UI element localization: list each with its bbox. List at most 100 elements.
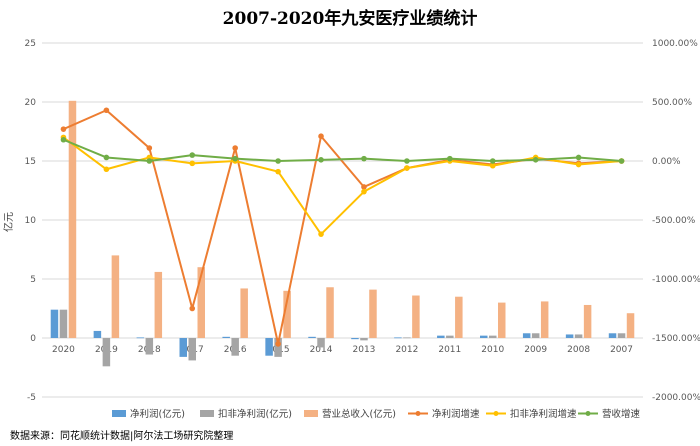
bar: [626, 313, 635, 338]
series-line: [63, 109, 622, 345]
y2-tick-label: -500.00%: [652, 216, 696, 226]
legend-swatch: [304, 410, 318, 417]
legend-swatch: [200, 410, 214, 417]
series-point: [275, 158, 281, 164]
y-tick-label: 15: [25, 157, 36, 167]
series-point: [361, 188, 367, 195]
bar: [93, 330, 102, 338]
series-point: [275, 341, 281, 347]
x-tick-label: 2009: [524, 345, 547, 355]
bar: [240, 288, 248, 338]
line-series: [60, 107, 625, 347]
bar: [540, 301, 549, 338]
bar: [326, 287, 334, 338]
y-axis-ticks: -5 0 5 10 15 20 25: [25, 39, 37, 403]
series-point: [404, 165, 410, 171]
y2-axis-ticks: -2000.00% -1500.00% -1000.00% -500.00% 0.00%…: [652, 39, 700, 403]
series-point: [275, 168, 281, 175]
bar: [498, 302, 506, 338]
bar: [222, 336, 230, 338]
y2-tick-label: 0.00%: [652, 157, 681, 167]
y-axis-label: 亿元: [2, 212, 15, 232]
series-line: [62, 136, 622, 236]
legend-label: 扣非净利润增速: [510, 408, 577, 420]
bar: [145, 338, 154, 355]
gridlines: [42, 42, 643, 398]
y-tick-label: 0: [30, 334, 36, 344]
series-point: [60, 126, 67, 132]
legend-marker: [585, 411, 591, 416]
bar: [59, 309, 68, 338]
bar: [274, 338, 282, 357]
x-tick-label: 2020: [52, 345, 75, 355]
y2-tick-label: 1000.00%: [652, 39, 698, 49]
y2-tick-label: -2000.00%: [652, 393, 700, 403]
bar: [154, 271, 163, 338]
series-point: [189, 160, 196, 167]
bar: [583, 304, 592, 338]
bar: [111, 255, 120, 338]
x-tick-label: 2008: [567, 345, 590, 355]
y-tick-label: -5: [27, 393, 36, 403]
x-tick-label: 2007: [610, 345, 633, 355]
bar: [437, 335, 445, 338]
bar: [522, 333, 531, 338]
series-point: [232, 145, 238, 151]
series-point: [189, 305, 196, 312]
series-point: [103, 154, 110, 161]
bar: [283, 290, 291, 338]
bar: [480, 335, 488, 338]
legend: 净利润(亿元) 扣非净利润(亿元) 营业总收入(亿元) 净利润增速 扣非净利润增速 营收增…: [112, 408, 641, 420]
bar: [455, 296, 463, 338]
bar: [369, 289, 377, 338]
bar: [617, 333, 626, 338]
legend-marker: [493, 411, 499, 416]
bar: [412, 295, 420, 338]
series-point: [60, 136, 67, 143]
bar: [231, 338, 239, 356]
series-point: [103, 166, 110, 173]
source-note: 数据来源：同花顺统计数据|阿尔法工场研究院整理: [10, 429, 233, 442]
series-point: [489, 158, 496, 164]
bar: [102, 338, 111, 367]
series-point: [146, 158, 153, 164]
bar: [308, 336, 316, 338]
legend-label: 扣非净利润(亿元): [218, 408, 292, 420]
series-point: [575, 154, 582, 161]
y2-tick-label: -1500.00%: [652, 334, 700, 344]
bar: [351, 338, 359, 340]
series-point: [318, 231, 324, 237]
bar: [531, 333, 540, 338]
bar: [608, 333, 617, 338]
bar: [136, 337, 145, 339]
series-point: [404, 158, 410, 164]
series-point: [103, 107, 110, 114]
legend-swatch: [112, 410, 126, 417]
y2-tick-label: -1000.00%: [652, 275, 700, 285]
series-line: [63, 138, 622, 162]
bar: [394, 337, 402, 339]
series-point: [232, 155, 238, 162]
series-point: [532, 157, 539, 163]
series-point: [189, 152, 196, 158]
y-tick-label: 20: [25, 98, 37, 108]
series-point: [361, 184, 367, 190]
y2-tick-label: 500.00%: [652, 98, 692, 108]
legend-marker: [415, 411, 421, 416]
series-point: [318, 157, 324, 163]
legend-label: 营收增速: [602, 408, 641, 420]
legend-label: 净利润(亿元): [130, 408, 185, 420]
bar: [574, 334, 583, 338]
x-tick-label: 2012: [395, 345, 418, 355]
bar: [489, 335, 497, 338]
bar: [197, 267, 205, 338]
series-point: [146, 145, 153, 151]
series-point: [489, 162, 496, 169]
bar: [265, 338, 273, 356]
series-point: [575, 161, 582, 168]
bar-series: [50, 100, 635, 367]
bar: [317, 338, 325, 348]
series-point: [361, 155, 367, 162]
series-point: [447, 155, 453, 162]
